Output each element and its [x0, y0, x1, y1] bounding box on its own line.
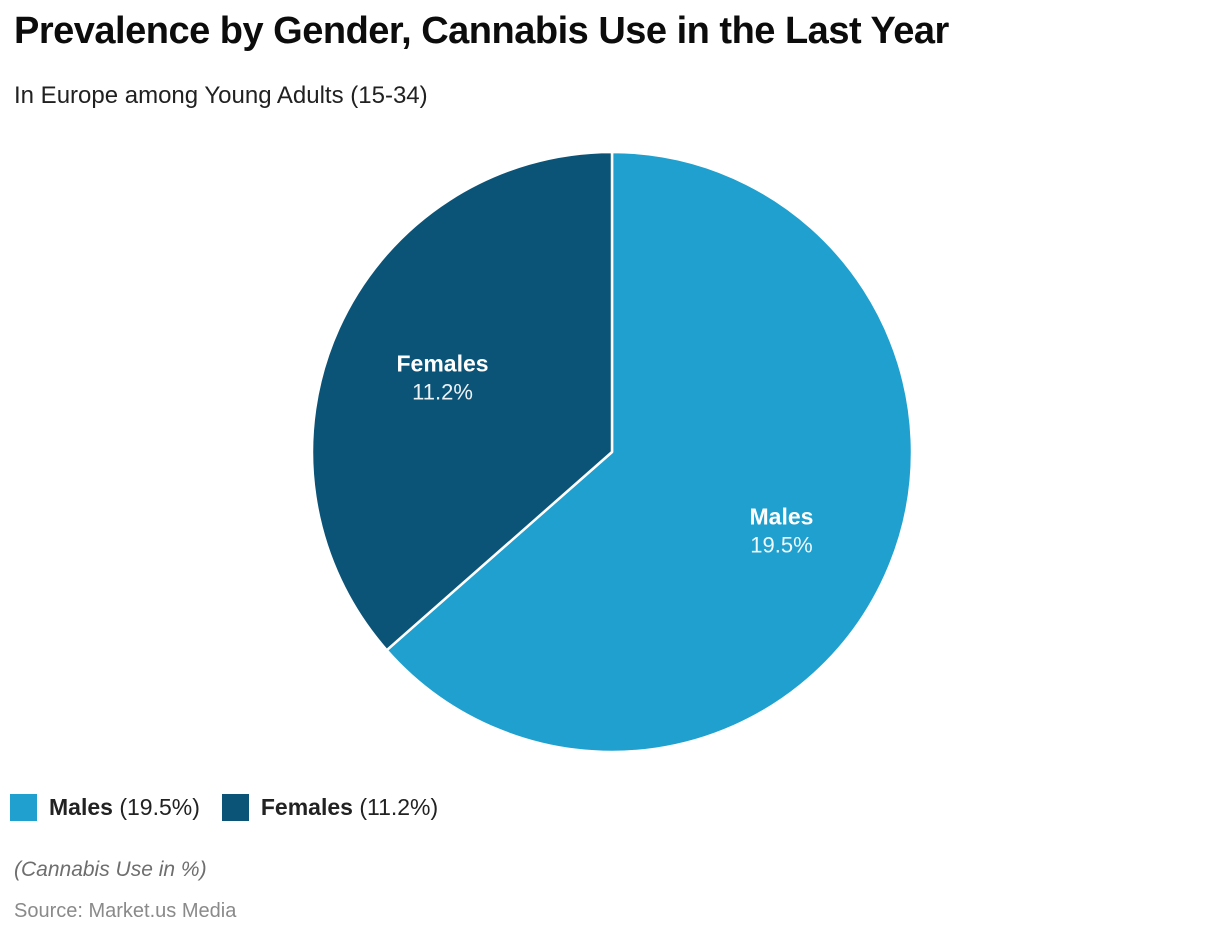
legend-swatch-females: [221, 794, 249, 821]
legend-label: Males (19.5%): [49, 794, 200, 820]
unit-note: (Cannabis Use in %): [14, 858, 207, 881]
pie-slice-males[interactable]: [385, 150, 914, 754]
slice-label-females: Females 11.2%: [396, 350, 488, 404]
pie-chart: Males 19.5% Females 11.2%: [310, 150, 914, 754]
legend: Males (19.5%) Females (11.2%): [10, 794, 438, 821]
legend-item-males[interactable]: Males (19.5%): [10, 794, 200, 821]
legend-label: Females (11.2%): [260, 794, 439, 820]
pie-slice-females[interactable]: [310, 150, 614, 652]
source-credit: Source: Market.us Media: [14, 900, 237, 922]
chart-subtitle: In Europe among Young Adults (15-34): [14, 82, 428, 109]
legend-item-females[interactable]: Females (11.2%): [221, 794, 439, 821]
legend-swatch-males: [10, 794, 37, 821]
chart-title: Prevalence by Gender, Cannabis Use in th…: [14, 10, 949, 52]
slice-label-males: Males 19.5%: [750, 504, 814, 558]
